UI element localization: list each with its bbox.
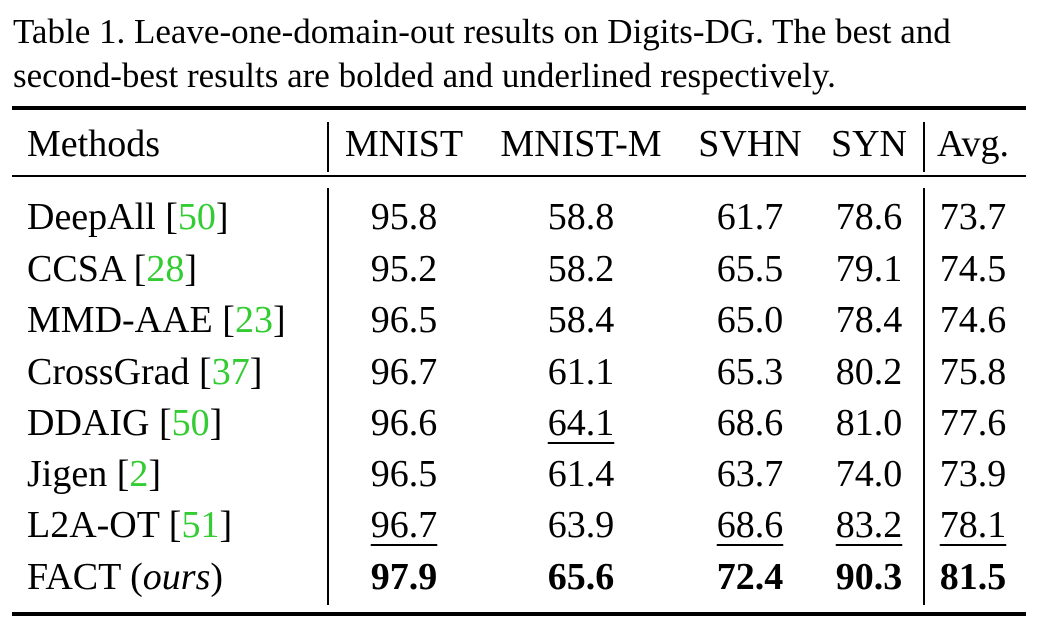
value-svhn: 68.6 [716,402,784,444]
value-mnist-m: 61.1 [547,351,615,393]
value-syn: 81.0 [835,402,903,444]
method-cell: L2A-OT [51] [27,504,233,546]
methods-separator [327,188,329,605]
header-rule [12,175,1026,177]
value-syn: 79.1 [835,248,903,290]
ours-label: ours [142,556,211,598]
header-avg: Avg. [936,123,1010,165]
method-cell: CrossGrad [37] [27,351,263,393]
avg-separator [923,188,925,605]
citation-link[interactable]: 28 [146,248,185,290]
avg-separator [923,122,925,172]
top-rule [12,106,1026,110]
value-mnist-m: 63.9 [547,504,615,546]
table-caption: Table 1. Leave-one-domain-out results on… [13,10,1033,98]
caption-line-1: Table 1. Leave-one-domain-out results on… [13,12,951,51]
methods-separator [327,122,329,172]
value-mnist: 96.7 [370,504,438,546]
bottom-rule [12,612,1026,616]
value-avg: 77.6 [939,402,1007,444]
method-cell: Jigen [2] [27,453,162,495]
value-svhn: 68.6 [716,504,784,546]
method-cell: CCSA [28] [27,248,197,290]
value-avg: 75.8 [939,351,1007,393]
value-svhn: 61.7 [716,196,784,238]
citation-link[interactable]: 2 [129,453,149,495]
value-syn: 74.0 [835,453,903,495]
value-svhn: 65.5 [716,248,784,290]
citation-link[interactable]: 23 [234,299,273,341]
value-mnist: 96.5 [370,453,438,495]
value-svhn: 72.4 [716,556,784,598]
value-mnist-m: 58.4 [547,299,615,341]
method-cell: MMD-AAE [23] [27,299,286,341]
citation-link[interactable]: 50 [177,196,216,238]
value-mnist-m: 61.4 [547,453,615,495]
value-syn: 83.2 [835,504,903,546]
value-syn: 90.3 [835,556,903,598]
value-mnist: 96.5 [370,299,438,341]
caption-line-2: second-best results are bolded and under… [13,56,836,95]
value-syn: 80.2 [835,351,903,393]
method-cell: DeepAll [50] [27,196,229,238]
value-avg: 73.7 [939,196,1007,238]
header-mnist: MNIST [344,123,464,165]
value-mnist: 96.6 [370,402,438,444]
value-syn: 78.4 [835,299,903,341]
value-svhn: 65.3 [716,351,784,393]
value-mnist-m: 64.1 [547,402,615,444]
header-mnist-m: MNIST-M [500,123,662,165]
method-cell: FACT (ours) [27,556,224,598]
value-mnist: 96.7 [370,351,438,393]
citation-link[interactable]: 37 [211,351,250,393]
value-avg: 74.5 [939,248,1007,290]
value-syn: 78.6 [835,196,903,238]
value-mnist-m: 58.8 [547,196,615,238]
header-syn: SYN [830,123,908,165]
value-avg: 81.5 [939,556,1007,598]
value-mnist-m: 65.6 [547,556,615,598]
value-mnist: 95.2 [370,248,438,290]
citation-link[interactable]: 50 [171,402,210,444]
header-svhn: SVHN [698,123,802,165]
value-svhn: 65.0 [716,299,784,341]
value-avg: 74.6 [939,299,1007,341]
citation-link[interactable]: 51 [181,504,220,546]
value-mnist: 95.8 [370,196,438,238]
value-avg: 73.9 [939,453,1007,495]
value-svhn: 63.7 [716,453,784,495]
value-mnist-m: 58.2 [547,248,615,290]
value-avg: 78.1 [939,504,1007,546]
value-mnist: 97.9 [370,556,438,598]
method-cell: DDAIG [50] [27,402,223,444]
header-methods: Methods [27,123,160,165]
